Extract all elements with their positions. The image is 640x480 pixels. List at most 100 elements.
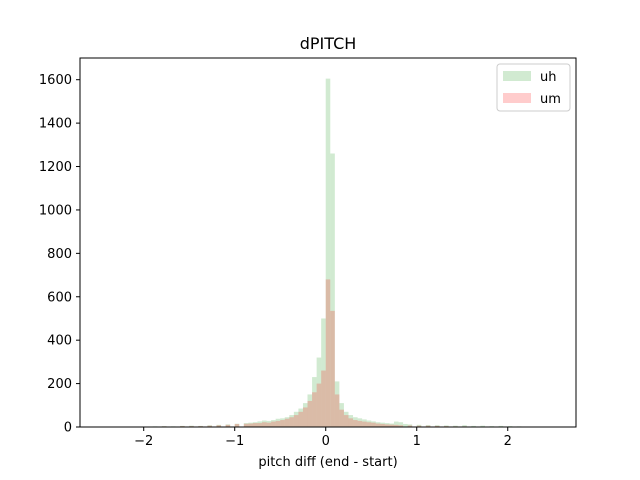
- bar-uh-14: [234, 423, 240, 427]
- bar-uh-40: [357, 418, 363, 427]
- bar-um-9: [216, 425, 222, 427]
- bar-uh-35: [334, 381, 340, 427]
- bar-um-39: [366, 422, 372, 427]
- bar-um-36: [353, 420, 358, 427]
- bar-um-10: [225, 424, 231, 427]
- y-tick-label: 600: [47, 290, 72, 305]
- bar-uh-41: [362, 419, 367, 427]
- bar-um-46: [398, 425, 404, 427]
- x-tick-label: 0: [322, 434, 330, 449]
- bar-uh-33: [325, 78, 331, 428]
- bar-uh-52: [416, 424, 422, 427]
- y-tick-label: 1200: [39, 160, 72, 175]
- bar-uh-9: [189, 425, 194, 427]
- bar-uh-19: [262, 420, 267, 427]
- bar-uh-48: [393, 421, 399, 427]
- bar-uh-37: [343, 411, 349, 427]
- y-tick-label: 0: [64, 421, 72, 436]
- bar-um-29: [321, 370, 326, 427]
- bar-um-41: [375, 423, 381, 427]
- bar-um-43: [384, 424, 390, 427]
- bar-um-26: [307, 400, 313, 427]
- x-tick-label: −2: [134, 434, 153, 449]
- bar-uh-38: [348, 415, 354, 427]
- bar-uh-32: [321, 318, 326, 427]
- bar-uh-12: [216, 424, 222, 427]
- chart-title: dPITCH: [300, 34, 357, 53]
- legend-swatch-uh: [503, 71, 531, 81]
- bar-uh-29: [307, 394, 313, 427]
- bar-uh-17: [252, 422, 258, 427]
- bar-um-14: [252, 423, 258, 427]
- bar-um-19: [275, 420, 281, 427]
- y-tick-label: 200: [47, 377, 72, 392]
- bar-uh-8: [180, 425, 185, 427]
- bar-uh-26: [293, 411, 299, 427]
- y-tick-label: 1400: [39, 117, 72, 132]
- bar-uh-55: [444, 425, 449, 427]
- y-tick-label: 1600: [39, 73, 72, 88]
- y-tick-label: 1000: [39, 203, 72, 218]
- bar-uh-36: [339, 403, 344, 427]
- bars-layer: [107, 78, 549, 428]
- bar-um-11: [234, 423, 240, 427]
- bar-uh-58: [471, 425, 476, 427]
- bar-um-47: [407, 425, 413, 427]
- bar-uh-23: [280, 418, 285, 427]
- bar-um-50: [434, 425, 440, 427]
- bar-uh-34: [330, 153, 335, 427]
- bar-um-28: [316, 383, 322, 427]
- bar-uh-61: [498, 425, 504, 427]
- bar-uh-47: [389, 423, 394, 427]
- y-axis-ticks: 0 200 400 600 800 1000 1200 1400 1600: [39, 73, 80, 436]
- bar-uh-21: [271, 420, 276, 427]
- y-tick-label: 400: [47, 334, 72, 349]
- bar-uh-56: [453, 425, 458, 427]
- legend-label-um: um: [540, 92, 561, 107]
- bar-uh-59: [480, 425, 485, 427]
- bar-um-25: [302, 407, 308, 427]
- bar-uh-50: [403, 423, 408, 427]
- bar-um-18: [271, 421, 276, 427]
- bar-uh-16: [248, 422, 253, 427]
- x-axis-label: pitch diff (end - start): [258, 455, 397, 470]
- bar-um-13: [248, 423, 253, 427]
- bar-uh-53: [425, 425, 431, 427]
- bar-um-15: [257, 423, 263, 427]
- bar-um-35: [348, 418, 354, 427]
- bar-uh-45: [380, 422, 385, 427]
- bar-uh-51: [407, 424, 413, 427]
- bar-um-32: [334, 394, 340, 427]
- bar-um-8: [207, 425, 212, 427]
- bar-um-40: [371, 422, 376, 427]
- bar-uh-22: [275, 418, 281, 427]
- bar-uh-24: [284, 417, 290, 427]
- bar-um-24: [298, 411, 303, 427]
- bar-uh-10: [198, 425, 203, 427]
- bar-uh-57: [462, 425, 467, 427]
- bar-um-37: [357, 420, 363, 427]
- x-tick-label: 2: [504, 434, 512, 449]
- bar-uh-15: [243, 423, 249, 427]
- bar-um-44: [389, 424, 394, 427]
- bar-uh-46: [384, 423, 390, 427]
- bar-uh-27: [298, 408, 303, 427]
- bar-um-21: [284, 418, 290, 427]
- bar-um-12: [243, 423, 249, 427]
- bar-um-23: [293, 415, 299, 427]
- legend: uh um: [496, 63, 571, 112]
- bar-uh-44: [375, 422, 381, 427]
- bar-um-22: [289, 417, 294, 427]
- bar-uh-54: [434, 425, 440, 427]
- legend-box: [496, 63, 571, 112]
- bar-uh-49: [398, 422, 404, 427]
- bar-uh-20: [266, 420, 272, 427]
- x-axis-ticks: −2 −1 0 1 2: [134, 427, 512, 449]
- bar-um-45: [393, 424, 399, 427]
- bar-uh-30: [312, 377, 317, 427]
- bar-um-27: [312, 392, 317, 427]
- bar-um-34: [343, 415, 349, 427]
- bar-um-20: [280, 420, 285, 427]
- bar-uh-42: [366, 420, 372, 427]
- plot-frame: [79, 57, 577, 428]
